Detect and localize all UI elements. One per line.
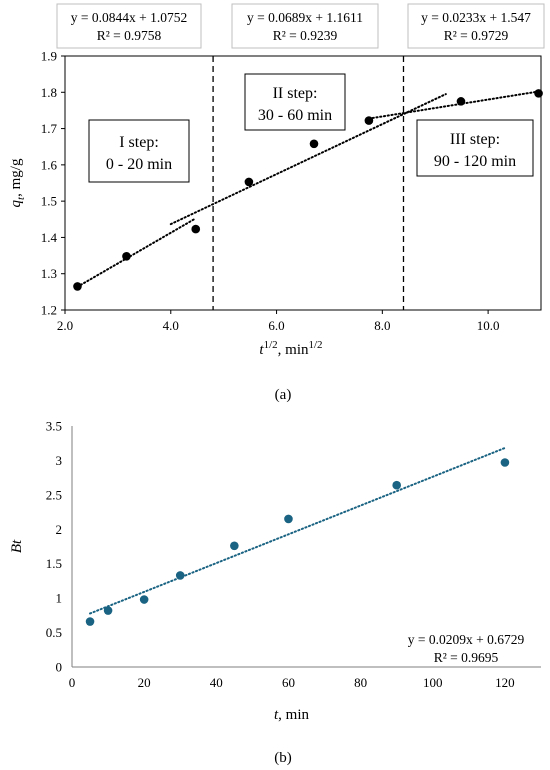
y-tick-label-a: 1.6 <box>41 157 58 172</box>
y-axis-label-a: qt, mg/g <box>8 158 27 207</box>
y-tick-label-a: 1.3 <box>41 266 57 281</box>
data-point-a <box>244 177 254 187</box>
x-tick-label-b: 60 <box>282 675 295 690</box>
x-tick-label-a: 10.0 <box>477 318 500 333</box>
trendline-b <box>89 446 506 615</box>
data-point-b <box>230 541 239 551</box>
y-tick-label-b: 2.5 <box>46 487 62 502</box>
trendline-a <box>76 217 197 288</box>
step-range-2: 30 - 60 min <box>258 107 332 124</box>
equation-box-3 <box>407 3 545 49</box>
x-tick-label-b: 0 <box>69 675 76 690</box>
chart-a: 2.0 4.0 6.0 8.0 10.0 1.2 1.3 1.4 1.5 1.6 1.7 1.8 1.9… <box>8 3 545 403</box>
x-axis-label-b: t, min <box>274 707 310 723</box>
step-range-1: 0 - 20 min <box>106 156 172 173</box>
y-tick-label-b: 3.5 <box>46 419 62 434</box>
y-tick-label-a: 1.8 <box>41 85 57 100</box>
x-tick-label-a: 6.0 <box>268 318 284 333</box>
caption-a: (a) <box>275 387 292 403</box>
data-point-a <box>534 89 543 98</box>
trendline-r2-3: R² = 0.9729 <box>444 28 509 43</box>
x-tick-label-b: 120 <box>495 675 515 690</box>
data-point-a <box>309 139 319 149</box>
trendline-r2-b: R² = 0.9695 <box>434 650 499 665</box>
y-tick-label-b: 1 <box>56 591 63 606</box>
x-tick-label-a: 2.0 <box>57 318 73 333</box>
data-point-a <box>73 282 82 291</box>
y-tick-label-b: 3 <box>56 453 63 468</box>
x-tick-label-a: 4.0 <box>163 318 179 333</box>
y-tick-label-b: 1.5 <box>46 556 62 571</box>
chart-b: 0 20 40 60 80 100 120 0 0.5 1 1.5 2 2.5 3 3.5 Bt t, min y… <box>9 419 541 766</box>
y-axis-unit-a: , mg/g <box>8 158 24 197</box>
step-name-1: I step: <box>119 134 159 151</box>
trendline-equation-1: y = 0.0844x + 1.0752 <box>71 10 187 25</box>
y-tick-label-a: 1.4 <box>41 230 58 245</box>
equation-box-2 <box>231 3 379 49</box>
trendline-r2-2: R² = 0.9239 <box>273 28 338 43</box>
y-tick-label-a: 1.5 <box>41 194 57 209</box>
trendline-equation-2: y = 0.0689x + 1.1611 <box>247 10 363 25</box>
x-axis-label-a: t1/2, min1/2 <box>259 339 322 358</box>
x-axis-unit-b: , min <box>278 707 309 723</box>
data-point-b <box>85 617 95 626</box>
y-axis-symbol-a: q <box>8 199 24 207</box>
step-box-1 <box>88 119 190 183</box>
x-axis-symbol-a: t <box>259 342 264 358</box>
data-point-a <box>191 224 201 234</box>
step-name-2: II step: <box>273 85 318 102</box>
data-point-b <box>139 595 149 604</box>
data-point-a <box>456 97 466 106</box>
step-box-2 <box>244 73 346 131</box>
data-point-b <box>392 480 401 490</box>
x-axis-unit-sup-a: 1/2 <box>309 339 323 351</box>
step-name-3: III step: <box>450 131 500 148</box>
x-tick-label-b: 80 <box>354 675 367 690</box>
step-box-3 <box>416 119 534 177</box>
equation-box-1 <box>56 3 202 49</box>
y-tick-label-b: 0.5 <box>46 625 62 640</box>
data-point-b <box>500 458 510 467</box>
x-axis-unit-a: , min <box>278 342 309 358</box>
y-axis-label-b: Bt <box>9 539 25 553</box>
trendline-equation-b: y = 0.0209x + 0.6729 <box>408 632 525 647</box>
y-tick-label-a: 1.7 <box>41 121 58 136</box>
trendline-a <box>169 93 447 226</box>
step-range-3: 90 - 120 min <box>434 153 516 170</box>
plot-frame-a <box>64 55 542 311</box>
y-tick-label-b: 0 <box>56 660 63 675</box>
trendline-r2-1: R² = 0.9758 <box>97 28 162 43</box>
x-tick-label-a: 8.0 <box>374 318 390 333</box>
x-axis-sup-a: 1/2 <box>264 339 278 351</box>
data-point-b <box>284 514 293 524</box>
y-tick-label-b: 2 <box>56 522 63 537</box>
data-point-a <box>364 116 374 125</box>
caption-b: (b) <box>274 750 292 766</box>
y-tick-label-a: 1.2 <box>41 303 57 318</box>
data-point-a <box>122 251 131 261</box>
x-tick-label-b: 20 <box>138 675 151 690</box>
x-tick-label-b: 100 <box>423 675 443 690</box>
data-point-b <box>175 571 185 580</box>
x-tick-label-b: 40 <box>210 675 223 690</box>
x-axis-symbol-b: t <box>274 707 279 723</box>
y-tick-label-a: 1.9 <box>41 49 57 64</box>
data-point-b <box>103 606 113 615</box>
trendline-equation-3: y = 0.0233x + 1.547 <box>421 10 531 25</box>
y-axis-subscript-a: t <box>15 196 27 200</box>
trendline-a <box>367 90 540 120</box>
